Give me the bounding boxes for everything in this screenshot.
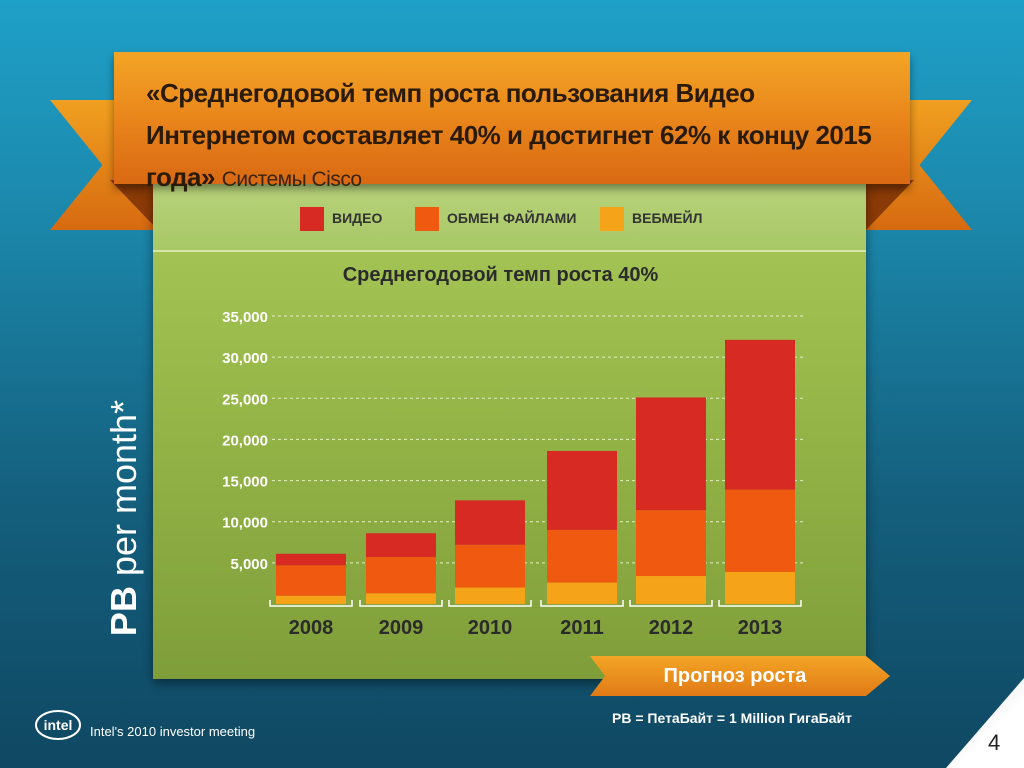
intel-logo-icon: intel	[35, 710, 81, 740]
bar-segment	[276, 565, 346, 596]
bar-segment	[725, 571, 795, 604]
svg-text:intel: intel	[44, 717, 73, 733]
bar-segment	[547, 450, 617, 530]
bar-segment	[276, 553, 346, 566]
footer-event: Intel's 2010 investor meeting	[90, 724, 256, 739]
headline-source: Системы Cisco	[221, 168, 362, 191]
bar-bracket	[718, 600, 802, 607]
bar-segment	[366, 593, 436, 604]
bar-segment	[276, 595, 346, 604]
y-tick-label: 35,000	[222, 309, 268, 326]
y-tick-label: 15,000	[222, 474, 268, 491]
y-tick-label: 10,000	[222, 515, 268, 532]
chart-title: Среднегодовой темп роста 40%	[342, 264, 659, 286]
y-tick-label: 25,000	[222, 391, 268, 408]
bar-segment	[455, 587, 525, 604]
bar-segment	[455, 544, 525, 588]
bar-segment	[636, 576, 706, 604]
bar-bracket	[448, 600, 532, 607]
bar-bracket	[540, 600, 624, 607]
y-axis-label: PB per month*	[103, 333, 147, 703]
bar-segment	[636, 397, 706, 511]
bar-segment	[547, 529, 617, 583]
footnote: PB = ПетаБайт = 1 Million ГигаБайт	[612, 710, 852, 726]
x-tick-label: 2010	[468, 617, 513, 639]
x-tick-label: 2013	[738, 617, 783, 639]
headline-quote: «Среднегодовой темп роста пользования Ви…	[146, 78, 872, 192]
x-tick-label: 2012	[649, 617, 694, 639]
bar-bracket	[269, 600, 353, 607]
bar-bracket	[359, 600, 443, 607]
bar-segment	[455, 500, 525, 545]
bar-segment	[636, 510, 706, 577]
y-tick-label: 30,000	[222, 350, 268, 367]
forecast-arrow: Прогноз роста	[590, 656, 890, 696]
x-tick-label: 2009	[379, 617, 424, 639]
bar-bracket	[629, 600, 713, 607]
bar-segment	[547, 582, 617, 604]
x-tick-label: 2008	[289, 617, 334, 639]
forecast-label: Прогноз роста	[663, 665, 807, 687]
bar-segment	[725, 339, 795, 490]
page-number: 4	[988, 730, 1001, 755]
headline-banner: «Среднегодовой темп роста пользования Ви…	[114, 52, 910, 192]
y-tick-label: 20,000	[222, 432, 268, 449]
forecast-arrow-shape	[590, 656, 890, 696]
legend-swatch-webmail	[600, 207, 624, 231]
y-axis-label-rest: per month*	[103, 399, 144, 587]
headline-text: «Среднегодовой темп роста пользования Ви…	[146, 72, 896, 201]
bar-segment	[725, 489, 795, 572]
legend-label-video: ВИДЕО	[332, 210, 383, 226]
legend-swatch-filesharing	[415, 207, 439, 231]
y-tick-label: 5,000	[230, 556, 268, 573]
legend-swatch-video	[300, 207, 324, 231]
legend-label-filesharing: ОБМЕН ФАЙЛАМИ	[447, 210, 577, 226]
legend-label-webmail: ВЕБМЕЙЛ	[632, 210, 703, 226]
bar-segment	[366, 557, 436, 594]
x-tick-label: 2011	[560, 617, 603, 639]
y-axis-label-unit: PB	[103, 586, 144, 637]
bar-segment	[366, 533, 436, 558]
legend-band	[153, 182, 866, 252]
